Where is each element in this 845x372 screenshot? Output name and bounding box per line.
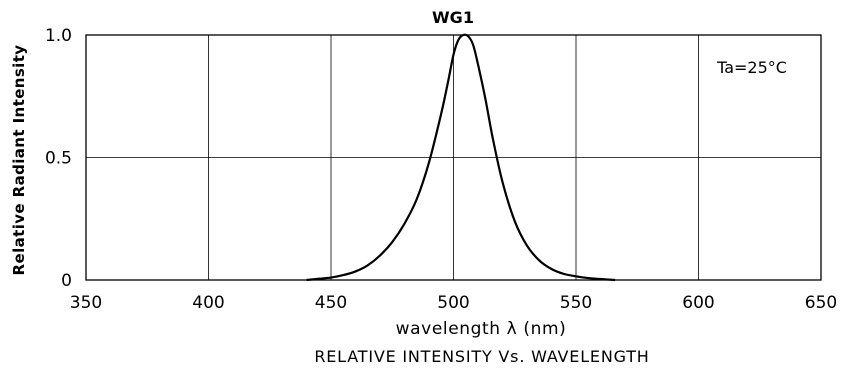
x-tick-label: 600 xyxy=(682,293,714,313)
y-tick-labels: 0 0.5 1.0 xyxy=(45,26,72,291)
x-tick-label: 400 xyxy=(192,293,224,313)
x-tick-label: 350 xyxy=(70,293,102,313)
intensity-curve xyxy=(306,33,616,282)
x-axis-label: wavelength λ (nm) xyxy=(396,319,567,339)
y-tick-label: 0.5 xyxy=(45,149,72,169)
y-axis-label: Relative Radiant Intensity xyxy=(10,45,28,276)
x-tick-label: 550 xyxy=(560,293,592,313)
grid xyxy=(86,35,821,280)
x-tick-label: 450 xyxy=(315,293,347,313)
x-tick-labels: 350 400 450 500 550 600 650 xyxy=(70,293,837,313)
y-tick-label: 0 xyxy=(61,271,72,291)
plot-frame xyxy=(85,34,822,281)
chart-caption: RELATIVE INTENSITY Vs. WAVELENGTH xyxy=(314,347,649,366)
x-tick-label: 500 xyxy=(437,293,469,313)
chart-title: WG1 xyxy=(432,8,474,27)
y-tick-label: 1.0 xyxy=(45,26,72,46)
temperature-annotation: Ta=25°C xyxy=(716,58,787,77)
x-tick-label: 650 xyxy=(805,293,837,313)
